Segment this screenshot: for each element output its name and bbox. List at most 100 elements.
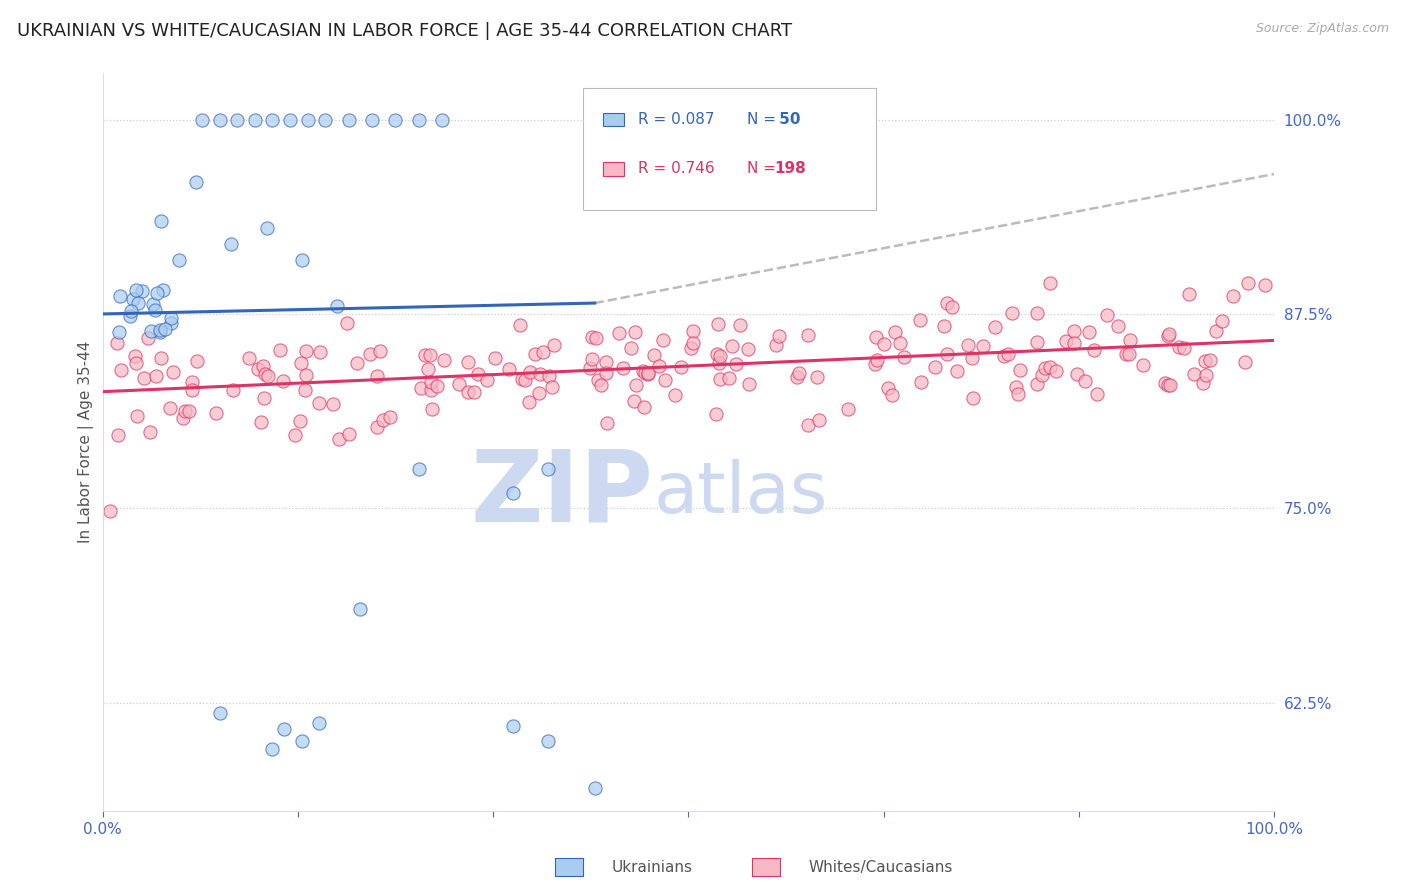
Point bbox=[291, 734, 314, 748]
Point bbox=[359, 347, 381, 361]
Point bbox=[725, 357, 748, 371]
Point bbox=[1254, 278, 1277, 293]
Point bbox=[208, 112, 231, 127]
Point bbox=[314, 112, 336, 127]
Bar bbox=[603, 162, 624, 176]
Point bbox=[865, 329, 887, 343]
Point bbox=[432, 112, 454, 127]
Point bbox=[308, 396, 330, 410]
Point bbox=[457, 355, 479, 369]
Point bbox=[419, 383, 441, 397]
Point bbox=[1085, 387, 1108, 401]
Point bbox=[707, 317, 730, 331]
Point bbox=[737, 343, 759, 357]
Point bbox=[502, 485, 524, 500]
Point bbox=[579, 360, 602, 375]
Point bbox=[146, 286, 169, 301]
Point bbox=[145, 369, 167, 384]
Point bbox=[738, 376, 761, 391]
Point bbox=[108, 289, 131, 303]
Point bbox=[124, 350, 146, 364]
Point bbox=[221, 237, 243, 252]
Point bbox=[531, 345, 554, 359]
Point bbox=[889, 336, 911, 351]
Point bbox=[349, 602, 371, 616]
Point bbox=[581, 330, 603, 344]
Point bbox=[633, 401, 655, 415]
Point bbox=[513, 373, 536, 387]
Text: 50: 50 bbox=[773, 112, 800, 127]
Point bbox=[105, 336, 128, 351]
Point bbox=[152, 283, 174, 297]
Point bbox=[1157, 378, 1180, 392]
Point bbox=[159, 401, 181, 416]
Point bbox=[295, 368, 318, 383]
Point bbox=[595, 354, 617, 368]
Point bbox=[153, 322, 176, 336]
Point bbox=[1054, 334, 1077, 348]
Point bbox=[768, 329, 790, 343]
Point bbox=[238, 351, 260, 366]
Point bbox=[179, 403, 201, 417]
Point bbox=[631, 364, 654, 378]
Point bbox=[924, 359, 946, 374]
Point bbox=[246, 362, 269, 376]
Point bbox=[467, 367, 489, 381]
Point bbox=[250, 415, 273, 429]
Point bbox=[368, 344, 391, 359]
Point bbox=[643, 348, 665, 362]
Point bbox=[371, 413, 394, 427]
Point bbox=[510, 372, 533, 386]
Point bbox=[326, 299, 349, 313]
Point bbox=[408, 462, 430, 476]
Point bbox=[648, 359, 671, 373]
Point bbox=[935, 296, 957, 310]
Point bbox=[125, 283, 148, 297]
Point bbox=[290, 414, 312, 428]
Point bbox=[1132, 359, 1154, 373]
Point bbox=[1119, 333, 1142, 347]
Text: Whites/Caucasians: Whites/Caucasians bbox=[808, 860, 953, 874]
Point bbox=[433, 353, 456, 368]
Point bbox=[127, 409, 149, 424]
Point bbox=[908, 313, 931, 327]
Point bbox=[143, 302, 166, 317]
Point bbox=[704, 407, 727, 421]
Point bbox=[962, 351, 984, 366]
Point bbox=[519, 365, 541, 379]
Point bbox=[796, 418, 818, 433]
Point bbox=[107, 325, 129, 339]
Point bbox=[426, 379, 449, 393]
Point bbox=[475, 373, 498, 387]
Point bbox=[1045, 364, 1067, 378]
Point bbox=[1237, 276, 1260, 290]
Point bbox=[273, 722, 295, 736]
Point bbox=[254, 367, 277, 381]
Point bbox=[142, 297, 165, 311]
Point bbox=[411, 381, 433, 395]
Point bbox=[620, 341, 643, 355]
Point bbox=[543, 337, 565, 351]
Point bbox=[1066, 368, 1088, 382]
Point bbox=[1074, 374, 1097, 388]
Point bbox=[962, 391, 984, 405]
Point bbox=[529, 367, 551, 381]
Point bbox=[872, 337, 894, 351]
Point bbox=[297, 112, 319, 127]
Point bbox=[1025, 377, 1047, 392]
Point bbox=[837, 401, 859, 416]
Point bbox=[652, 333, 675, 347]
Point bbox=[1234, 355, 1257, 369]
Point bbox=[588, 373, 610, 387]
Point bbox=[797, 328, 820, 343]
Point bbox=[1026, 334, 1049, 349]
Point bbox=[181, 384, 204, 398]
Point bbox=[1194, 354, 1216, 368]
Point bbox=[413, 349, 436, 363]
Point bbox=[1026, 306, 1049, 320]
Point bbox=[167, 252, 190, 267]
Point bbox=[131, 284, 153, 298]
Point bbox=[1168, 340, 1191, 354]
Point bbox=[1039, 276, 1062, 290]
FancyBboxPatch shape bbox=[583, 87, 876, 210]
